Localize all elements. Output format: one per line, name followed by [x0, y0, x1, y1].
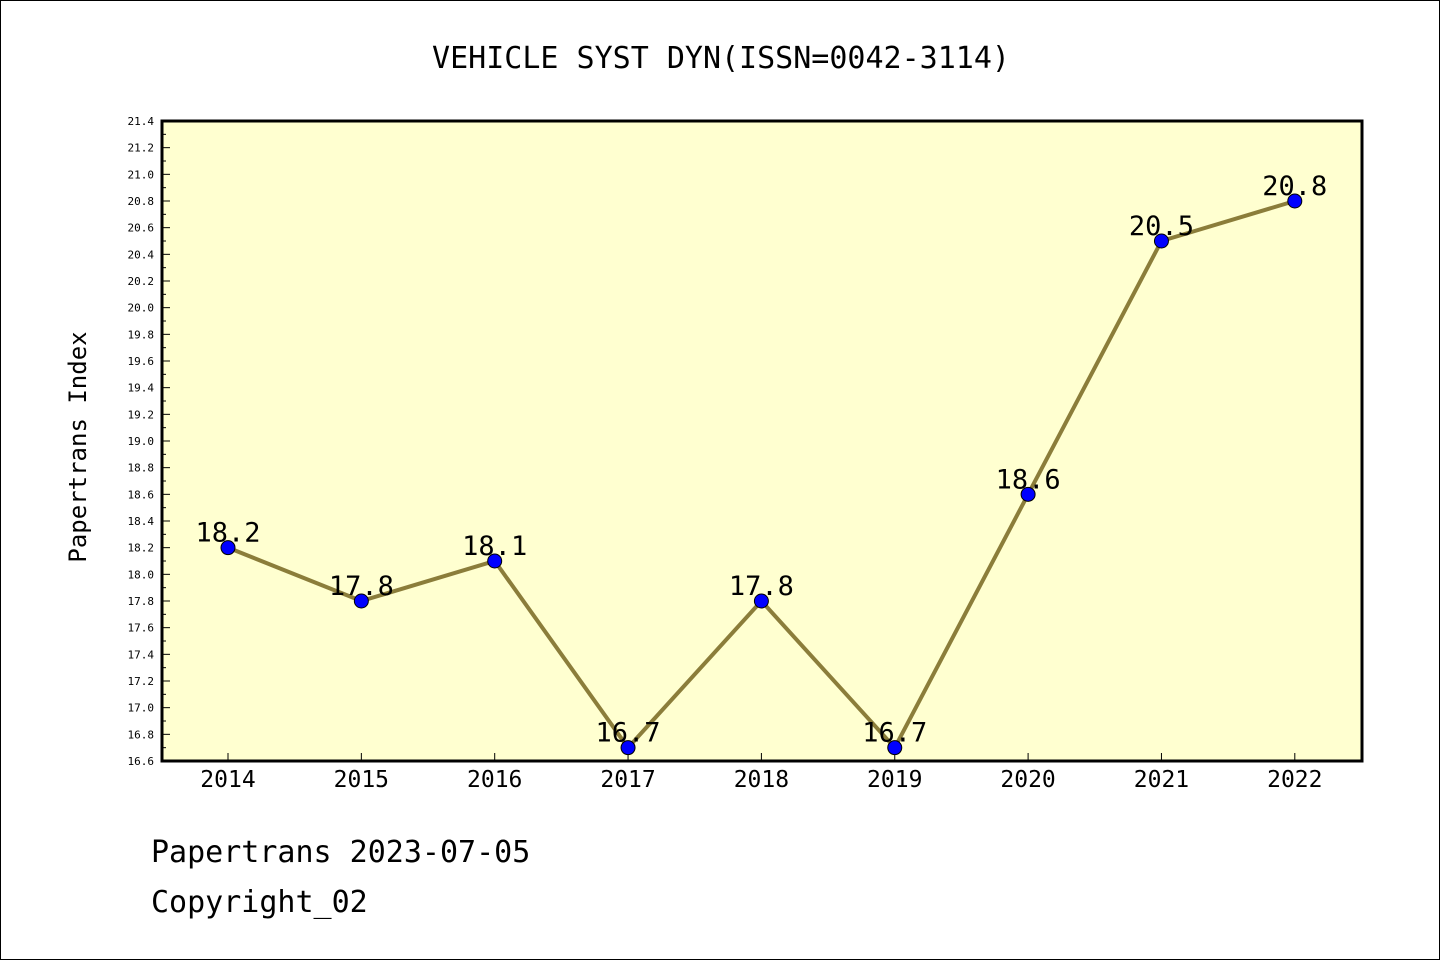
x-tick-label: 2018	[734, 767, 789, 793]
x-tick-label: 2014	[200, 767, 255, 793]
data-point-label: 18.2	[195, 518, 260, 549]
footer-copyright-text: Copyright_02	[151, 885, 368, 920]
y-tick-label: 20.2	[128, 275, 155, 288]
x-tick-label: 2022	[1267, 767, 1322, 793]
data-point-label: 16.7	[862, 718, 927, 749]
y-tick-label: 20.8	[128, 195, 155, 208]
x-tick-label: 2020	[1000, 767, 1055, 793]
plot-border	[160, 119, 1364, 763]
y-tick-label: 20.0	[128, 302, 155, 315]
data-point-label: 17.8	[329, 571, 394, 602]
chart-title: VEHICLE SYST DYN(ISSN=0042-3114)	[432, 41, 1010, 76]
series-line-group: 18.2 17.8 18.1 16.7 17.8 16.7 18.6 20.5 20.8	[195, 171, 1327, 756]
y-tick-label: 18.8	[128, 462, 155, 475]
y-tick-label: 17.2	[128, 675, 155, 688]
x-tick-label: 2017	[600, 767, 655, 793]
y-axis: 16.6 16.8 17.0 17.2 17.4 17.6 17.8 18.0 18.2 18.4…	[128, 115, 170, 768]
y-tick-label: 18.2	[128, 542, 155, 555]
y-tick-label: 19.0	[128, 435, 155, 448]
data-point-marker	[887, 740, 903, 756]
y-tick-label: 17.4	[128, 648, 155, 661]
data-point-marker	[220, 540, 236, 556]
y-tick-label: 18.0	[128, 568, 155, 581]
data-point-marker	[620, 740, 636, 756]
y-tick-label: 21.2	[128, 142, 155, 155]
x-tick-label: 2016	[467, 767, 522, 793]
y-tick-label: 19.4	[128, 382, 155, 395]
data-point-label: 20.8	[1262, 171, 1327, 202]
data-point-label: 16.7	[596, 718, 661, 749]
y-tick-label: 21.4	[128, 115, 155, 128]
y-tick-label: 19.8	[128, 328, 155, 341]
y-tick-label: 16.6	[128, 755, 155, 768]
x-axis: 2014 2015 2016 2017 2018 2019 2020 2021 2022	[200, 753, 1322, 793]
plot-area	[162, 121, 1362, 761]
data-point-marker	[1153, 233, 1169, 249]
x-tick-label: 2019	[867, 767, 922, 793]
y-tick-label: 19.6	[128, 355, 155, 368]
y-tick-label: 18.4	[128, 515, 155, 528]
y-tick-label: 21.0	[128, 168, 155, 181]
x-tick-label: 2015	[334, 767, 389, 793]
data-point-marker	[1020, 486, 1036, 502]
x-tick-label: 2021	[1134, 767, 1189, 793]
data-point-label: 18.6	[996, 464, 1061, 495]
y-tick-label: 19.2	[128, 408, 155, 421]
y-tick-label: 20.6	[128, 222, 155, 235]
data-point-marker	[753, 593, 769, 609]
y-axis-label: Papertrans Index	[64, 331, 92, 562]
data-point-label: 17.8	[729, 571, 794, 602]
footer-date-text: Papertrans 2023-07-05	[151, 835, 531, 870]
data-point-label: 18.1	[462, 531, 527, 562]
y-tick-label: 17.0	[128, 702, 155, 715]
data-point-marker	[353, 593, 369, 609]
data-point-marker	[1287, 193, 1303, 209]
data-point-marker	[487, 553, 503, 569]
y-tick-label: 17.6	[128, 622, 155, 635]
y-tick-label: 18.6	[128, 488, 155, 501]
data-point-label: 20.5	[1129, 211, 1194, 242]
y-tick-label: 17.8	[128, 595, 155, 608]
y-tick-label: 20.4	[128, 248, 155, 261]
y-tick-label: 16.8	[128, 728, 155, 741]
